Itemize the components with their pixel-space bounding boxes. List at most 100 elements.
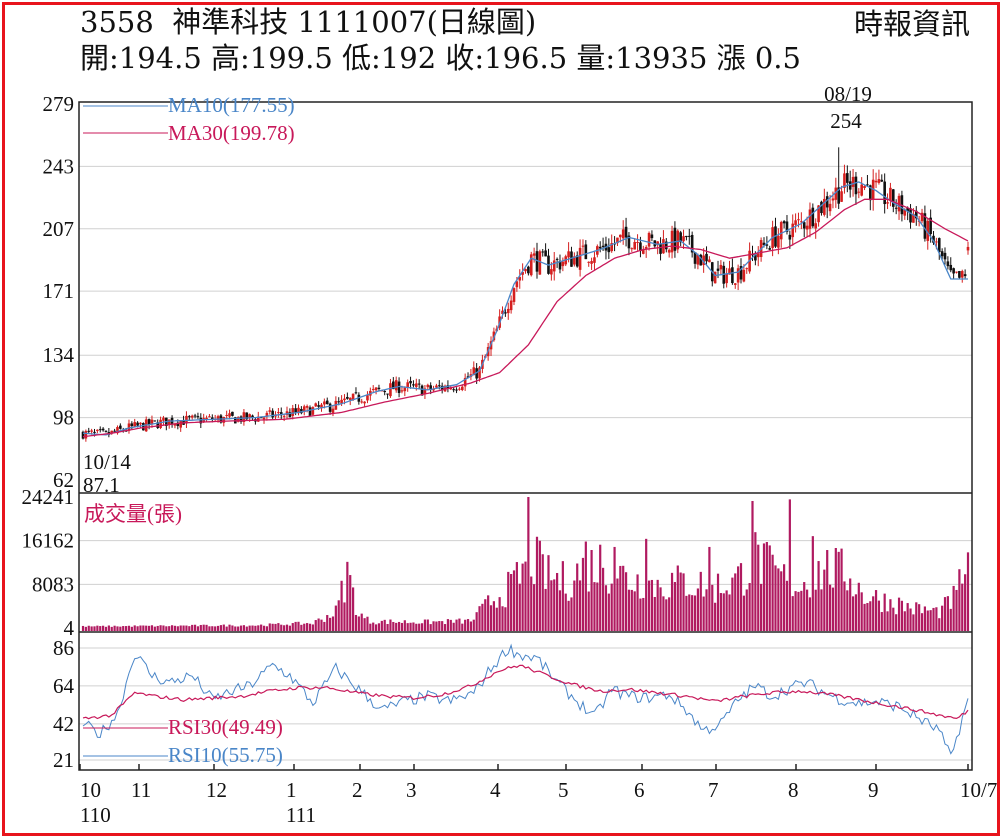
candle — [621, 220, 625, 245]
volume-bar — [665, 599, 668, 631]
candle-body — [529, 254, 533, 276]
volume-bar — [501, 606, 504, 631]
volume-bar — [874, 590, 878, 631]
volume-bar — [372, 622, 375, 631]
candle — [423, 385, 427, 399]
candle-body — [662, 239, 665, 254]
candle-body — [854, 176, 858, 195]
candle — [331, 405, 335, 417]
candle-body — [277, 412, 280, 414]
candle — [920, 208, 924, 224]
candle-body — [820, 201, 823, 214]
candle — [469, 368, 473, 381]
volume-bar — [650, 579, 654, 631]
volume-bar — [429, 624, 432, 631]
volume-bar — [380, 620, 383, 631]
volume-bar — [87, 625, 90, 631]
candle — [119, 423, 122, 430]
candle-body — [153, 420, 157, 422]
volume-bar — [814, 589, 817, 631]
volume-bar — [691, 595, 694, 631]
candle-body — [857, 191, 861, 193]
volume-bar — [420, 623, 424, 631]
volume-bar — [533, 584, 536, 631]
volume-bar — [731, 577, 734, 631]
candle-body — [800, 221, 803, 223]
candle — [285, 406, 289, 419]
candle-body — [239, 416, 243, 422]
candle-body — [966, 246, 970, 251]
candle — [101, 427, 105, 432]
volume-bar — [705, 589, 708, 631]
candle-body — [90, 430, 93, 432]
volume-bar — [242, 625, 246, 631]
volume-bar — [728, 594, 731, 631]
volume-bar — [395, 622, 398, 631]
volume-bar — [837, 551, 840, 631]
candle-body — [817, 205, 820, 223]
volume-bar — [248, 625, 251, 631]
candle-body — [394, 380, 398, 391]
volume-bar — [834, 548, 837, 631]
volume-bar — [645, 538, 648, 631]
candle — [394, 376, 398, 393]
candle-body — [851, 176, 855, 187]
candle-body — [656, 241, 659, 246]
candle — [607, 238, 611, 259]
candle-body — [785, 221, 789, 232]
candle — [886, 193, 889, 210]
volume-bar — [472, 619, 475, 631]
candle — [139, 422, 142, 428]
volume-bar — [656, 579, 659, 631]
candle — [728, 260, 731, 275]
volume-bar — [308, 623, 312, 631]
candle — [624, 217, 628, 247]
volume-bar — [300, 624, 303, 631]
candle-body — [167, 419, 171, 425]
candle — [455, 387, 458, 394]
volume-bar — [320, 619, 323, 631]
volume-bar — [877, 600, 881, 631]
volume-bar — [647, 580, 651, 631]
ma30-legend: MA30(199.78) — [168, 121, 295, 145]
volume-bar — [314, 620, 317, 631]
candle — [162, 415, 165, 425]
volume-bar — [949, 608, 952, 631]
candle-body — [248, 414, 251, 418]
volume-bar — [610, 583, 613, 631]
volume-bar — [317, 618, 320, 631]
candle — [443, 384, 447, 392]
candle — [958, 270, 961, 279]
candle-body — [570, 251, 573, 267]
candle-body — [211, 417, 214, 420]
candle — [239, 415, 243, 424]
candle — [748, 242, 751, 274]
candle-body — [409, 380, 412, 384]
volume-bar — [125, 626, 128, 631]
volume-bar — [136, 626, 139, 631]
candle-body — [756, 253, 760, 258]
x-tick-label: 12 — [206, 778, 227, 802]
candle — [116, 425, 119, 435]
candle-body — [633, 241, 636, 250]
candle — [877, 169, 881, 185]
candle-body — [960, 271, 964, 278]
candle-body — [139, 422, 142, 425]
volume-bar — [748, 583, 751, 631]
volume-bar — [866, 603, 869, 631]
candle — [946, 256, 950, 270]
volume-bar — [581, 557, 585, 631]
candle — [949, 257, 953, 273]
high-value-label: 254 — [830, 109, 862, 133]
candle-body — [728, 268, 731, 275]
candle-body — [87, 430, 91, 432]
candle-body — [880, 179, 884, 182]
candle — [687, 228, 691, 245]
candle-body — [360, 401, 364, 403]
volume-bar — [400, 622, 404, 631]
candle-body — [561, 261, 565, 267]
candle — [756, 246, 760, 267]
candle — [561, 257, 565, 272]
volume-bar — [564, 593, 567, 631]
volume-bar — [443, 624, 447, 631]
